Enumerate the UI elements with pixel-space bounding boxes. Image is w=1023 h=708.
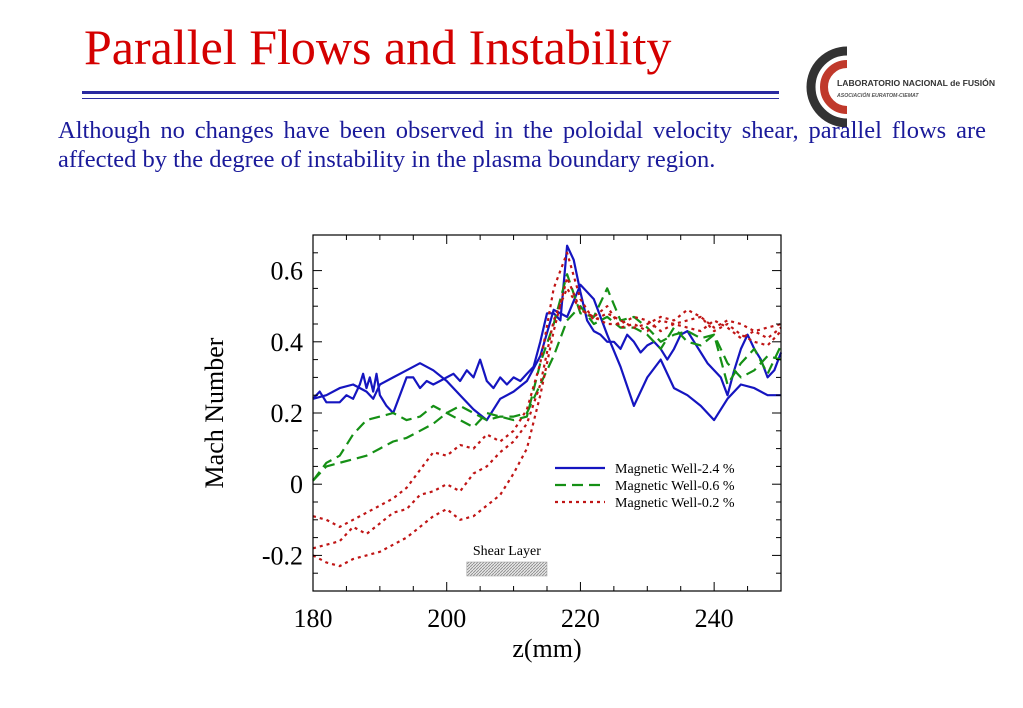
series-line-1 xyxy=(312,244,783,415)
legend-label: Magnetic Well-0.6 % xyxy=(615,479,735,494)
shear-layer-annotation: Shear Layer xyxy=(466,544,548,577)
logo-arc-inner xyxy=(820,60,848,114)
y-tick-label: 0.4 xyxy=(271,328,304,357)
x-tick-label: 200 xyxy=(427,604,466,633)
series-line-4 xyxy=(312,305,782,482)
series-line-5 xyxy=(312,251,782,528)
logo-subtitle: ASOCIACIÓN EURATOM-CIEMAT xyxy=(836,92,919,99)
x-tick-label: 180 xyxy=(294,604,333,633)
y-tick-label: 0.6 xyxy=(271,257,304,286)
x-tick-label: 220 xyxy=(561,604,600,633)
mach-number-chart: 180 200 220 240 -0.2 0 0.2 0.4 0.6 Shear Layer M… xyxy=(200,234,783,663)
shear-layer-label: Shear Layer xyxy=(473,544,541,559)
title-underline-thin xyxy=(82,98,779,99)
slide-body-text: Although no changes have been observed i… xyxy=(58,117,986,173)
series-line-6 xyxy=(312,287,782,550)
series-line-7 xyxy=(312,276,782,568)
series-line-2 xyxy=(312,283,781,422)
y-axis-label: Mach Number xyxy=(200,337,229,488)
title-underline-thick xyxy=(82,91,779,94)
tick-layer: 180 200 220 240 -0.2 0 0.2 0.4 0.6 xyxy=(262,234,782,633)
logo-arc-outer xyxy=(806,46,848,128)
x-axis-label: z(mm) xyxy=(512,634,581,663)
series-layer xyxy=(312,244,783,568)
legend: Magnetic Well-2.4 % Magnetic Well-0.6 % Ma… xyxy=(555,462,735,511)
slide-title: Parallel Flows and Instability xyxy=(84,19,672,75)
y-tick-label: -0.2 xyxy=(262,541,303,570)
legend-label: Magnetic Well-0.2 % xyxy=(615,496,735,511)
lnf-logo: LABORATORIO NACIONAL de FUSIÓN ASOCIACIÓ… xyxy=(797,40,1007,140)
x-tick-label: 240 xyxy=(695,604,734,633)
series-line-3 xyxy=(312,273,782,482)
shear-layer-band xyxy=(466,561,548,577)
y-tick-label: 0.2 xyxy=(271,399,304,428)
y-tick-label: 0 xyxy=(290,470,303,499)
legend-label: Magnetic Well-2.4 % xyxy=(615,462,735,477)
plot-frame xyxy=(312,234,782,592)
logo-name: LABORATORIO NACIONAL de FUSIÓN xyxy=(837,77,995,88)
